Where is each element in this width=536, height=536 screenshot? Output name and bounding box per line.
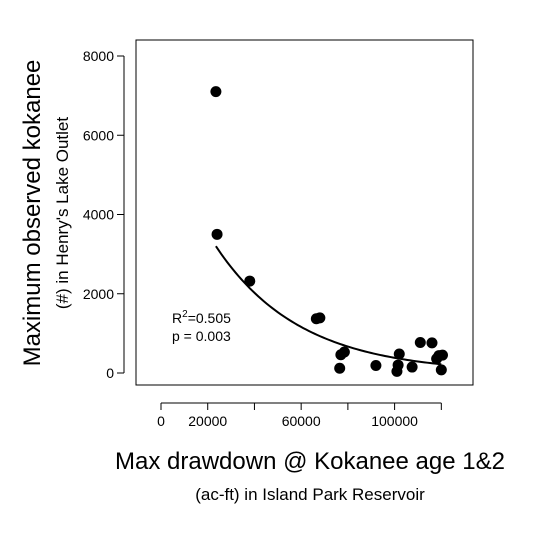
fit-curve bbox=[215, 245, 442, 366]
x-axis-title: Max drawdown @ Kokanee age 1&2 bbox=[115, 448, 505, 475]
y-tick-label: 8000 bbox=[83, 48, 114, 64]
y-tick-label: 0 bbox=[106, 365, 114, 381]
y-axis-subtitle: (#) in Henry's Lake Outlet bbox=[53, 117, 72, 309]
data-point bbox=[244, 275, 256, 287]
r2-value: =0.505 bbox=[188, 310, 231, 326]
x-tick-label: 0 bbox=[157, 413, 165, 429]
data-point bbox=[414, 336, 426, 348]
x-axis: 0 20000 60000 100000 bbox=[157, 402, 442, 429]
x-axis-subtitle: (ac-ft) in Island Park Reservoir bbox=[195, 485, 425, 504]
r2-superscript: 2 bbox=[182, 309, 188, 320]
y-tick-label: 2000 bbox=[83, 286, 114, 302]
data-point bbox=[334, 362, 346, 374]
data-point bbox=[314, 312, 326, 324]
plot-frame bbox=[135, 39, 474, 386]
x-tick-label: 60000 bbox=[282, 413, 321, 429]
data-point bbox=[426, 337, 438, 349]
y-axis: 0 2000 4000 6000 8000 bbox=[83, 48, 125, 381]
data-point bbox=[338, 346, 350, 358]
y-tick-label: 4000 bbox=[83, 207, 114, 223]
y-tick-label: 6000 bbox=[83, 127, 114, 143]
data-point bbox=[210, 86, 222, 98]
data-points bbox=[210, 86, 448, 377]
x-tick-label: 100000 bbox=[371, 413, 418, 429]
data-point bbox=[436, 349, 448, 361]
data-point bbox=[435, 364, 447, 376]
y-axis-title: Maximum observed kokanee bbox=[19, 60, 46, 367]
r2-annotation: R2=0.505 bbox=[172, 309, 231, 326]
data-point bbox=[392, 359, 404, 371]
data-point bbox=[393, 348, 405, 360]
x-tick-label: 20000 bbox=[188, 413, 227, 429]
p-value-annotation: p = 0.003 bbox=[172, 328, 231, 344]
data-point bbox=[211, 228, 223, 240]
data-point bbox=[406, 361, 418, 373]
data-point bbox=[370, 359, 382, 371]
